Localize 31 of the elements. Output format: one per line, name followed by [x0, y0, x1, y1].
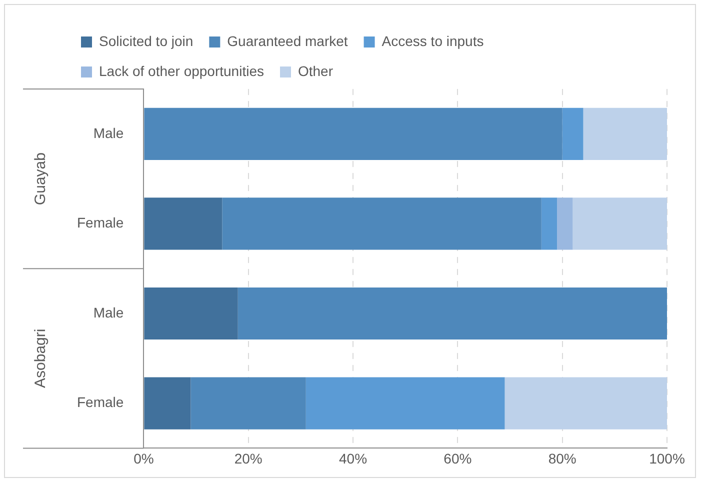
y-tick-label: Male	[93, 304, 124, 320]
legend-label: Access to inputs	[382, 32, 484, 49]
text: Guayab	[32, 152, 50, 206]
bar	[144, 198, 222, 250]
y-tick-label: Female	[76, 214, 124, 231]
y-tick-label: Female	[76, 394, 124, 410]
bar	[541, 198, 558, 250]
bar	[583, 108, 667, 160]
bar	[144, 287, 238, 340]
x-tick-label: 0%	[134, 450, 154, 466]
bar	[557, 198, 573, 250]
bar	[504, 377, 667, 430]
bar	[144, 377, 191, 430]
x-tick-label: 60%	[444, 450, 472, 466]
x-tick-label: 100%	[649, 450, 685, 466]
bar	[572, 198, 667, 250]
bar	[562, 108, 584, 160]
bar	[222, 198, 542, 250]
x-tick-label: 20%	[234, 450, 262, 466]
bar	[144, 108, 562, 160]
legend-label: Other	[298, 62, 334, 79]
bar	[306, 377, 505, 430]
x-tick-label: 40%	[338, 450, 368, 466]
bar	[190, 377, 306, 430]
legend-label: Solicited to join	[99, 32, 194, 49]
legend-label: Lack of other opportunities	[99, 62, 264, 79]
y-tick-label: Male	[93, 124, 124, 141]
bar	[238, 287, 667, 340]
legend-label: Guaranteed market	[227, 32, 348, 49]
text: Asobagri	[32, 328, 50, 388]
x-tick-label: 80%	[548, 450, 576, 466]
